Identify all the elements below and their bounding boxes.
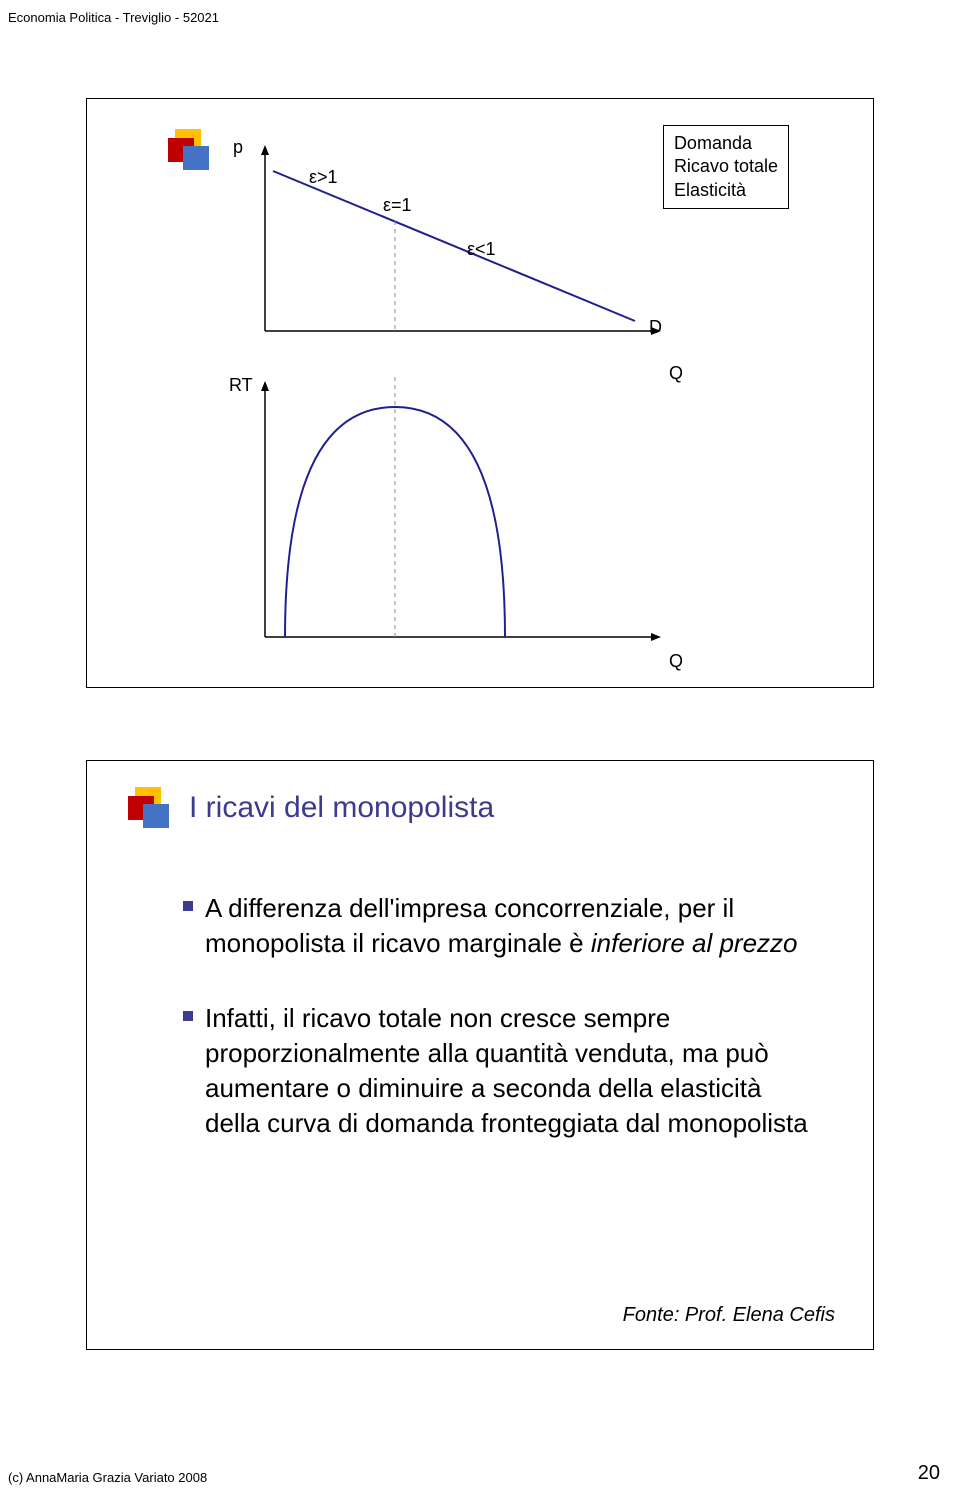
slide-chart: Domanda Ricavo totale Elasticità p ε>1 ε… <box>86 98 874 688</box>
label-d: D <box>649 317 662 338</box>
course-header: Economia Politica - Treviglio - 52021 <box>8 10 219 25</box>
bullet-marker-icon <box>183 1011 193 1021</box>
slide-text: I ricavi del monopolista A differenza de… <box>86 760 874 1350</box>
bullet-item: Infatti, il ricavo totale non cresce sem… <box>183 1001 823 1141</box>
label-p: p <box>233 137 243 158</box>
bullet-marker-icon <box>183 901 193 911</box>
slide-title-block: I ricavi del monopolista <box>125 787 494 829</box>
slide-icon <box>165 129 215 171</box>
footer-page-number: 20 <box>918 1462 940 1485</box>
title-icon <box>125 787 175 829</box>
slide-title: I ricavi del monopolista <box>189 787 494 825</box>
bullet-text: A differenza dell'impresa concorrenziale… <box>205 891 823 961</box>
label-eps-gt: ε>1 <box>309 167 338 188</box>
label-rt: RT <box>229 375 253 396</box>
bullet-item: A differenza dell'impresa concorrenziale… <box>183 891 823 961</box>
slide-body: A differenza dell'impresa concorrenziale… <box>183 891 823 1182</box>
label-q2: Q <box>669 651 683 672</box>
bullet-text: Infatti, il ricavo totale non cresce sem… <box>205 1001 823 1141</box>
revenue-chart <box>235 377 795 667</box>
label-eps-eq: ε=1 <box>383 195 412 216</box>
footer-copyright: (c) AnnaMaria Grazia Variato 2008 <box>8 1470 207 1485</box>
label-eps-lt: ε<1 <box>467 239 496 260</box>
source-attribution: Fonte: Prof. Elena Cefis <box>623 1304 835 1327</box>
